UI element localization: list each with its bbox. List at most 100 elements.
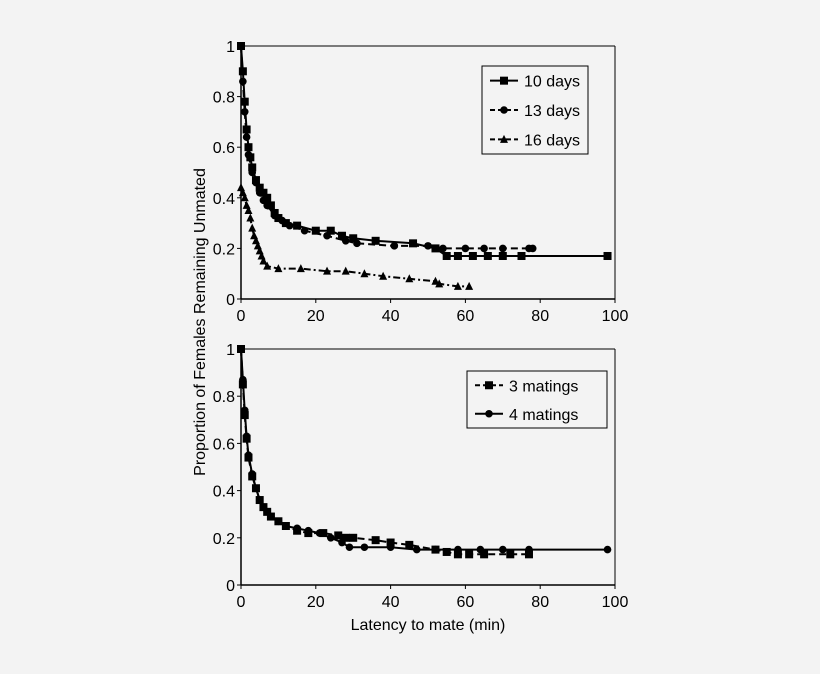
data-point-3-matings	[371, 536, 380, 545]
data-point-4-matings	[237, 345, 245, 353]
x-tick-label: 100	[602, 594, 629, 611]
data-point-16-days	[435, 279, 444, 288]
legend-marker	[485, 381, 493, 390]
data-point-10-days	[442, 251, 451, 260]
data-point-16-days	[360, 269, 369, 278]
data-point-10-days	[453, 251, 462, 260]
y-tick-label: 0.8	[213, 389, 235, 406]
data-point-10-days	[517, 251, 526, 260]
legend-label: 10 days	[524, 74, 580, 91]
data-point-10-days	[255, 183, 264, 192]
data-point-13-days	[263, 201, 271, 210]
y-tick-label: 0.6	[213, 436, 235, 453]
data-point-16-days	[250, 231, 259, 240]
data-point-13-days	[424, 242, 432, 250]
x-tick-label: 80	[531, 308, 549, 325]
data-point-4-matings	[345, 543, 354, 552]
data-point-4-matings	[412, 545, 421, 554]
data-point-4-matings	[386, 543, 395, 552]
data-point-4-matings	[282, 522, 290, 530]
data-point-4-matings	[240, 406, 249, 415]
data-point-4-matings	[239, 375, 247, 384]
data-point-13-days	[242, 133, 251, 141]
data-point-10-days	[371, 236, 380, 245]
x-tick-label: 0	[237, 594, 246, 611]
data-point-13-days	[323, 231, 331, 240]
data-point-4-matings	[338, 538, 346, 547]
data-point-10-days	[337, 231, 346, 240]
data-point-3-matings	[405, 540, 414, 549]
y-tick-label: 0.4	[213, 191, 235, 208]
data-point-10-days	[326, 226, 335, 235]
data-point-13-days	[390, 242, 399, 250]
x-tick-label: 0	[237, 308, 246, 325]
data-point-4-matings	[315, 529, 324, 537]
data-point-4-matings	[431, 545, 440, 554]
data-point-13-days	[353, 239, 361, 248]
y-tick-label: 0	[226, 292, 235, 309]
data-point-4-matings	[476, 545, 485, 554]
data-point-16-days	[274, 264, 283, 273]
data-point-13-days	[480, 244, 488, 253]
data-point-13-days	[461, 244, 470, 253]
data-point-16-days	[453, 281, 462, 290]
chart-panel-bottom: 0 20 40 60 80 100 0 0.2 0.4 0.6 0.8 1 3 matings 4 mat…	[213, 342, 629, 634]
data-point-13-days	[528, 244, 537, 253]
legend-box	[481, 65, 589, 155]
data-point-10-days	[468, 251, 477, 260]
data-point-4-matings	[244, 451, 253, 460]
data-point-4-matings	[267, 512, 275, 521]
data-point-10-days	[409, 239, 418, 248]
legend-marker	[500, 76, 508, 85]
data-point-4-matings	[274, 517, 283, 526]
data-point-10-days	[349, 234, 358, 243]
legend-label: 4 matings	[509, 407, 578, 424]
data-point-16-days	[296, 264, 305, 273]
data-point-16-days	[244, 205, 253, 214]
data-point-13-days	[341, 237, 350, 245]
data-point-4-matings	[304, 526, 313, 535]
data-point-10-days	[311, 226, 320, 235]
data-point-4-matings	[360, 543, 369, 552]
data-point-10-days	[248, 163, 257, 172]
data-point-16-days	[240, 193, 249, 202]
x-tick-label: 40	[382, 594, 400, 611]
data-point-16-days	[379, 271, 388, 280]
y-tick-label: 0.4	[213, 484, 235, 501]
data-point-13-days	[278, 216, 286, 225]
data-point-3-matings	[334, 531, 343, 540]
x-tick-label: 60	[457, 308, 475, 325]
x-tick-label: 40	[382, 308, 400, 325]
legend-marker	[485, 409, 493, 418]
data-point-13-days	[499, 244, 507, 253]
legend: 10 days 13 days 16 days	[481, 65, 589, 155]
data-point-3-matings	[442, 547, 451, 556]
chart-panel-top: 0 20 40 60 80 100 0 0.2 0.4 0.6 0.8 1 10 days 13 days…	[213, 39, 629, 325]
legend-marker	[500, 134, 508, 143]
legend-box	[466, 370, 608, 429]
legend-label: 16 days	[524, 132, 580, 149]
data-point-16-days	[431, 276, 440, 285]
y-tick-label: 1	[226, 342, 235, 359]
data-point-3-matings	[465, 550, 474, 559]
data-point-3-matings	[341, 533, 350, 542]
y-tick-label: 1	[226, 39, 235, 56]
y-tick-label: 0.6	[213, 140, 235, 157]
data-point-16-days	[242, 200, 251, 209]
y-tick-label: 0.2	[213, 531, 235, 548]
data-point-4-matings	[326, 534, 335, 542]
data-point-16-days	[246, 213, 255, 222]
y-tick-label: 0.2	[213, 241, 235, 258]
data-point-10-days	[263, 193, 272, 202]
data-point-4-matings	[255, 496, 264, 504]
y-axis-title: Proportion of Females Remaining Unmated	[192, 168, 209, 476]
data-point-13-days	[252, 178, 260, 187]
data-point-16-days	[323, 266, 332, 275]
data-point-13-days	[248, 168, 257, 177]
data-point-4-matings	[454, 545, 462, 554]
y-tick-label: 0.8	[213, 90, 235, 107]
legend-label: 3 matings	[509, 378, 578, 395]
data-point-13-days	[300, 226, 309, 235]
data-point-4-matings	[248, 470, 257, 478]
